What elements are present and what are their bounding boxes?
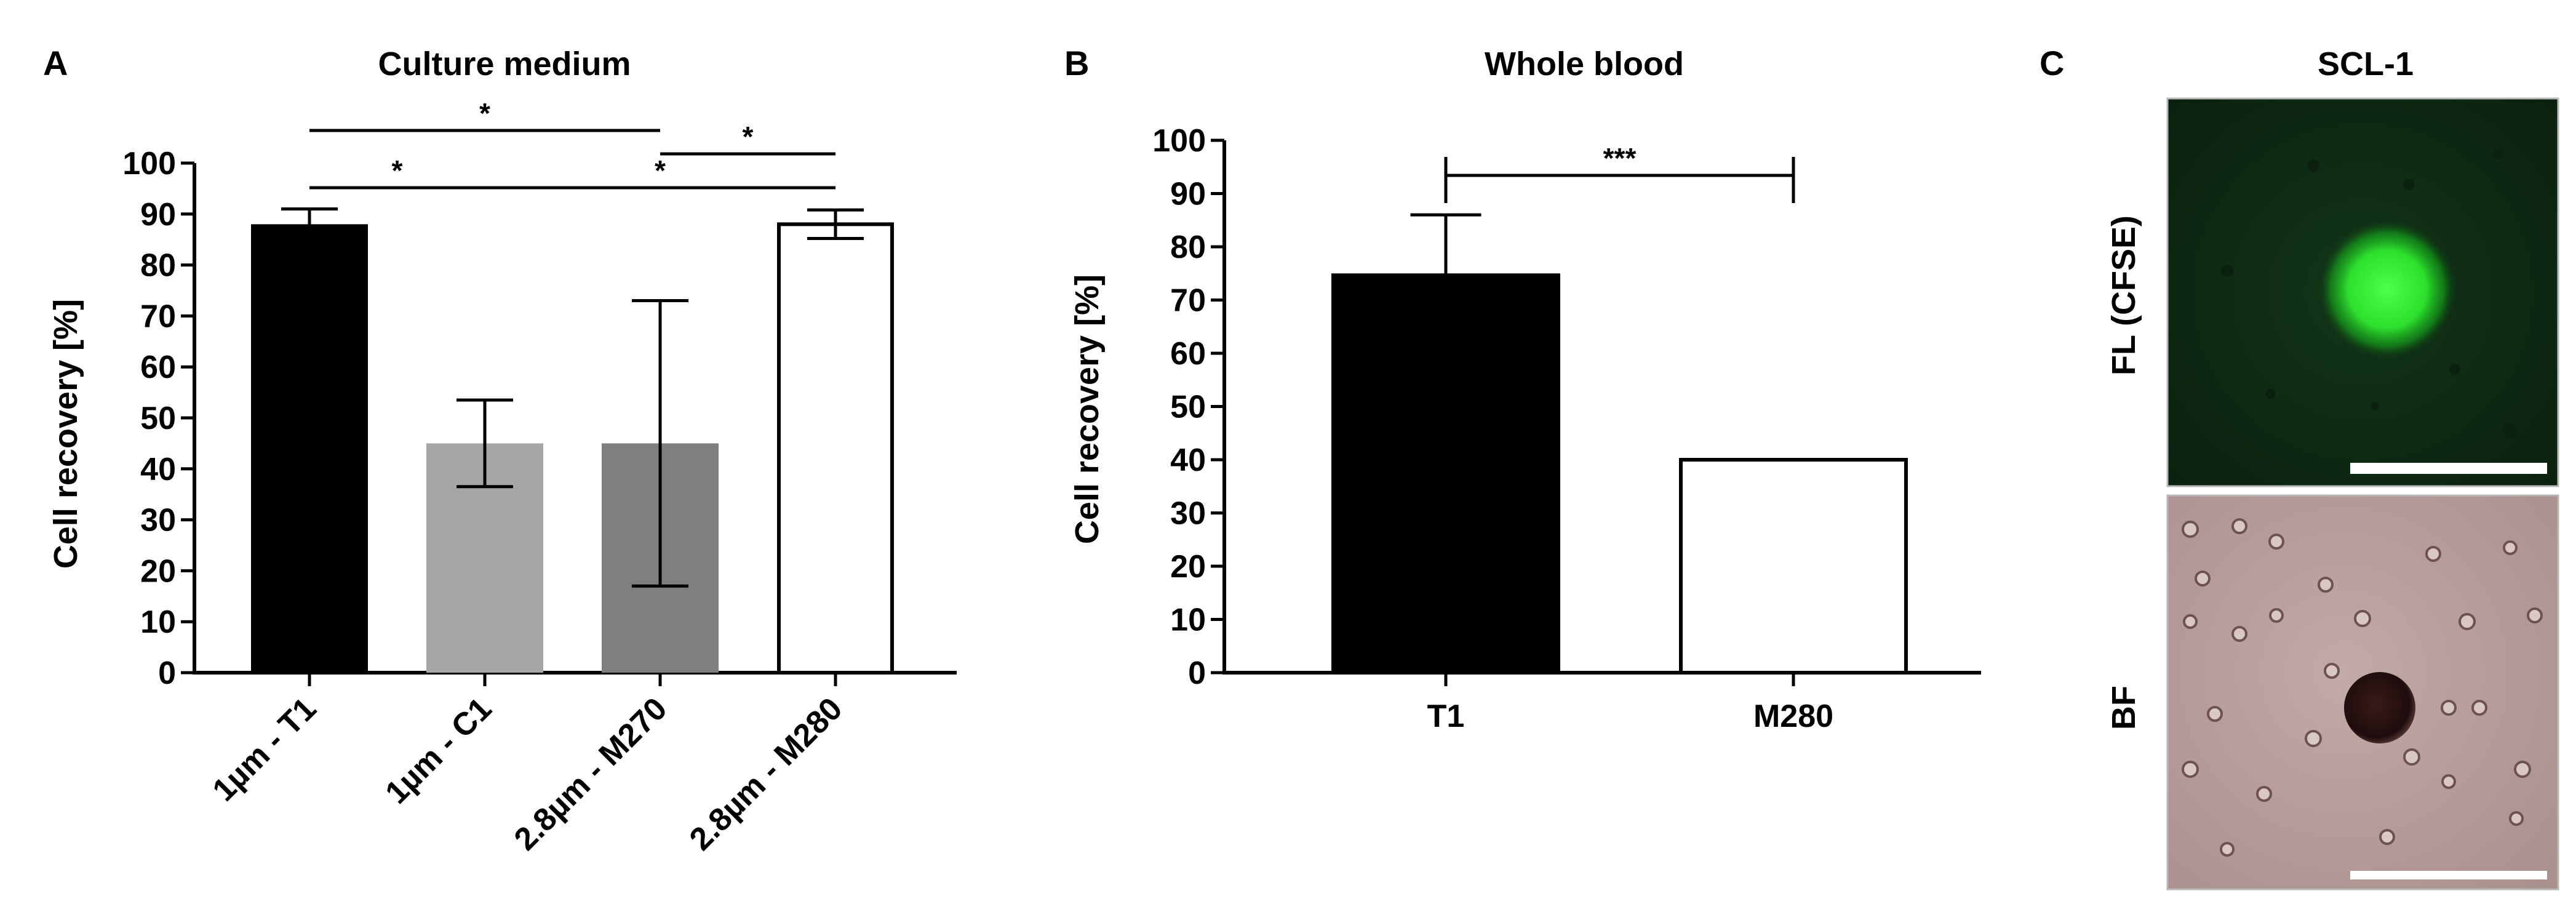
category-label: 2.8µm - M280	[683, 691, 850, 857]
significance-label: *	[655, 154, 666, 186]
category-label: M280	[1753, 699, 1833, 734]
y-tick-label: 30	[1170, 496, 1206, 532]
category-label: T1	[1427, 699, 1465, 734]
panel-c-fl-label: FL (CFSE)	[2105, 215, 2142, 375]
panel-c-letter: C	[2040, 44, 2064, 82]
bar	[1679, 458, 1908, 675]
panel-b-category-labels: T1 M280	[1427, 673, 1833, 734]
panel-b-bars	[1331, 273, 1908, 675]
panel-b-letter: B	[1064, 44, 1089, 82]
y-tick-label: 0	[1188, 655, 1206, 691]
significance-label: *	[743, 121, 754, 153]
panel-a-error-bars	[281, 207, 864, 588]
y-tick-label: 10	[140, 604, 176, 640]
panel-a-bars	[251, 222, 894, 675]
y-tick-label: 50	[1170, 390, 1206, 425]
significance-label: *	[392, 154, 403, 186]
y-tick-label: 40	[140, 452, 176, 487]
panel-a-title: Culture medium	[378, 46, 631, 82]
scale-bar	[2350, 463, 2547, 474]
panel-c-title: SCL-1	[2318, 46, 2414, 82]
panel-a-y-axis-label: Cell recovery [%]	[47, 299, 84, 569]
bar	[1331, 273, 1560, 673]
bar	[777, 222, 894, 675]
y-tick-label: 40	[1170, 442, 1206, 478]
y-tick-label: 90	[140, 197, 176, 233]
panel-c: C SCL-1 FL (CFSE) BF	[2040, 44, 2559, 891]
category-label: 2.8µm - M270	[508, 691, 674, 857]
panel-a: A Culture medium Cell recovery [%] 0 10 20…	[43, 44, 957, 857]
panel-b-error-bars	[1410, 213, 1481, 334]
category-label: 1µm - C1	[378, 691, 498, 811]
y-tick-label: 20	[1170, 549, 1206, 585]
y-tick-label: 0	[158, 655, 176, 691]
y-tick-label: 60	[140, 350, 176, 385]
panel-a-letter: A	[43, 44, 68, 82]
y-tick-label: 80	[140, 248, 176, 284]
y-tick-label: 100	[122, 146, 176, 182]
panel-a-significance: * * * *	[309, 97, 835, 190]
panel-b-title: Whole blood	[1485, 46, 1684, 82]
y-tick-label: 60	[1170, 336, 1206, 372]
brightfield-image	[2166, 494, 2559, 891]
significance-label: ***	[1603, 142, 1637, 174]
significance-label: *	[479, 97, 490, 129]
fluorescence-image	[2166, 97, 2559, 487]
y-tick-label: 70	[1170, 283, 1206, 319]
y-tick-label: 50	[140, 401, 176, 436]
y-tick-label: 20	[140, 553, 176, 589]
category-label: 1µm - T1	[206, 691, 324, 808]
y-tick-label: 30	[140, 503, 176, 539]
bar	[251, 224, 368, 673]
panel-b-y-ticks: 0 10 20 30 40 50 60 70 80 90 100	[1152, 123, 1224, 691]
panel-c-bf-label: BF	[2105, 686, 2142, 730]
y-tick-label: 100	[1152, 123, 1206, 159]
panel-a-category-labels: 1µm - T1 1µm - C1 2.8µm - M270 2.8µm - M280	[206, 673, 850, 857]
cell	[2344, 672, 2415, 743]
fluorescent-cell	[2316, 218, 2458, 360]
panel-b-significance: ***	[1444, 142, 1795, 203]
y-tick-label: 70	[140, 298, 176, 334]
scale-bar	[2350, 871, 2547, 879]
y-tick-label: 80	[1170, 230, 1206, 265]
panel-a-y-ticks: 0 10 20 30 40 50 60 70 80 90 100	[122, 146, 194, 691]
panel-b: B Whole blood Cell recovery [%] 0 10 20 30 4…	[1064, 44, 1981, 734]
panel-b-y-axis-label: Cell recovery [%]	[1069, 274, 1106, 544]
y-tick-label: 10	[1170, 603, 1206, 638]
y-tick-label: 90	[1170, 177, 1206, 212]
